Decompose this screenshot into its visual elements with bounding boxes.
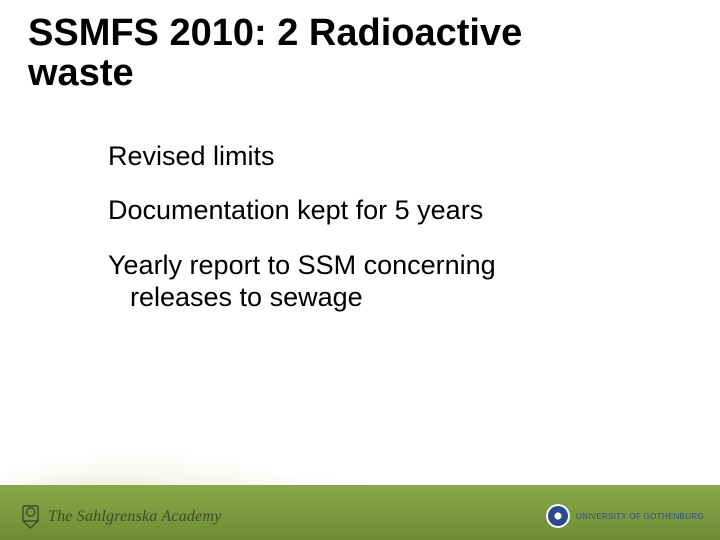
title-line1: SSMFS 2010: 2 Radioactive <box>28 12 522 54</box>
title-line2: waste <box>28 52 134 94</box>
gothenburg-text: UNIVERSITY OF GOTHENBURG <box>576 512 704 521</box>
sahlgrenska-mark-icon <box>20 504 42 530</box>
sahlgrenska-text: The Sahlgrenska Academy <box>48 508 221 526</box>
bullet-2: Documentation kept for 5 years <box>108 194 660 226</box>
bullet-3: Yearly report to SSM concerning releases… <box>108 249 660 314</box>
slide-title: SSMFS 2010: 2 Radioactive waste <box>28 14 690 94</box>
footer: The Sahlgrenska Academy UNIVERSITY OF GO… <box>0 444 720 540</box>
slide-body: Revised limits Documentation kept for 5 … <box>108 140 660 336</box>
slide: SSMFS 2010: 2 Radioactive waste Revised … <box>0 0 720 540</box>
bullet-1: Revised limits <box>108 140 660 172</box>
sahlgrenska-logo: The Sahlgrenska Academy <box>20 504 221 530</box>
bullet-3-line2: releases to sewage <box>108 281 660 313</box>
bullet-3-line1: Yearly report to SSM concerning <box>108 250 496 280</box>
gothenburg-logo: UNIVERSITY OF GOTHENBURG <box>546 504 704 528</box>
gothenburg-seal-icon <box>546 504 570 528</box>
